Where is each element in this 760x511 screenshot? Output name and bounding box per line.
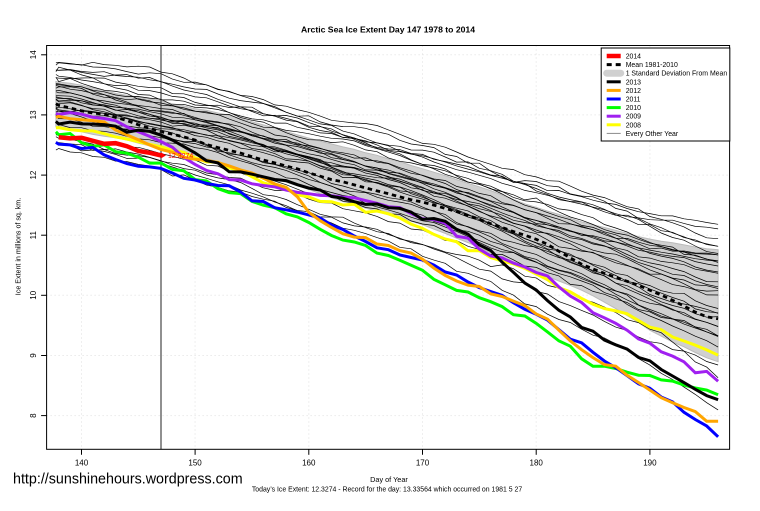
svg-text:Ice Extent in millions of sq.: Ice Extent in millions of sq. km. — [15, 198, 23, 295]
svg-text:2013: 2013 — [626, 79, 641, 86]
svg-text:14: 14 — [29, 50, 38, 59]
svg-text:190: 190 — [643, 459, 657, 468]
svg-text:9: 9 — [29, 353, 38, 358]
svg-text:12.3274: 12.3274 — [168, 153, 193, 160]
svg-text:2009: 2009 — [626, 114, 641, 121]
svg-text:170: 170 — [416, 459, 430, 468]
svg-text:Mean 1981-2010: Mean 1981-2010 — [626, 62, 678, 69]
svg-text:http://sunshinehours.wordpress: http://sunshinehours.wordpress.com — [13, 472, 243, 488]
svg-text:160: 160 — [302, 459, 316, 468]
svg-text:8: 8 — [29, 413, 38, 418]
svg-text:11: 11 — [29, 231, 38, 240]
svg-text:2011: 2011 — [626, 97, 641, 104]
svg-text:150: 150 — [188, 459, 202, 468]
svg-text:2014: 2014 — [626, 54, 641, 61]
svg-text:180: 180 — [530, 459, 544, 468]
svg-text:140: 140 — [75, 459, 89, 468]
svg-text:2010: 2010 — [626, 105, 641, 112]
svg-text:Arctic Sea Ice Extent Day 147: Arctic Sea Ice Extent Day 147 1978 to 20… — [301, 25, 475, 35]
svg-text:Today’s Ice Extent: 12.3274 -: Today’s Ice Extent: 12.3274 - Record for… — [252, 486, 522, 493]
svg-text:12: 12 — [29, 170, 38, 179]
svg-text:1 Standard Deviation From Mean: 1 Standard Deviation From Mean — [626, 71, 728, 78]
svg-text:Every Other Year: Every Other Year — [626, 131, 679, 138]
svg-text:2012: 2012 — [626, 88, 641, 95]
svg-text:2008: 2008 — [626, 122, 641, 129]
svg-text:Day of Year: Day of Year — [370, 475, 408, 484]
svg-text:10: 10 — [29, 290, 38, 299]
svg-text:13: 13 — [29, 110, 38, 119]
